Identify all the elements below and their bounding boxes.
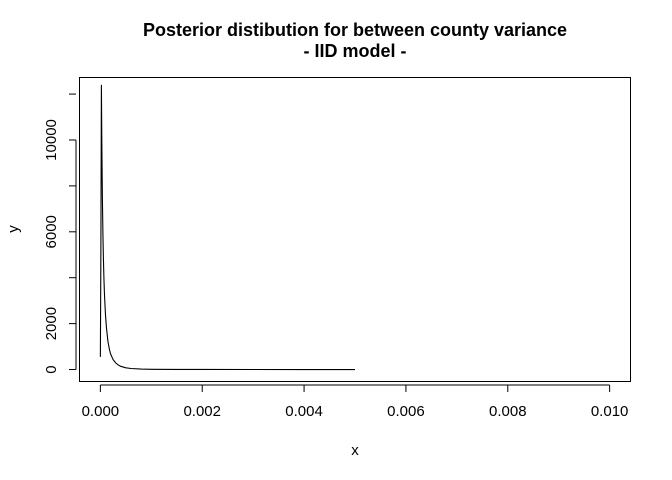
y-tick-label: 10000 <box>43 119 60 161</box>
x-tick-label: 0.000 <box>82 403 120 420</box>
y-axis-label: y <box>5 225 22 233</box>
x-axis-label: x <box>351 442 359 459</box>
chart-title: Posterior distibution for between county… <box>143 20 567 40</box>
y-tick-label: 0 <box>43 365 60 373</box>
series-line <box>99 84 355 371</box>
x-tick-label: 0.004 <box>285 403 323 420</box>
y-axis: 0 2000 6000 10000 <box>43 93 77 374</box>
x-tick-label: 0.002 <box>183 403 221 420</box>
y-tick-label: 6000 <box>43 215 60 248</box>
y-tick-label: 2000 <box>43 307 60 340</box>
x-axis: 0.000 0.002 0.004 0.006 0.008 0.010 <box>82 384 629 420</box>
x-tick-label: 0.006 <box>387 403 425 420</box>
x-tick-label: 0.008 <box>489 403 527 420</box>
x-tick-label: 0.010 <box>591 403 629 420</box>
chart-subtitle: - IID model - <box>304 41 407 61</box>
plot-frame <box>79 77 631 382</box>
